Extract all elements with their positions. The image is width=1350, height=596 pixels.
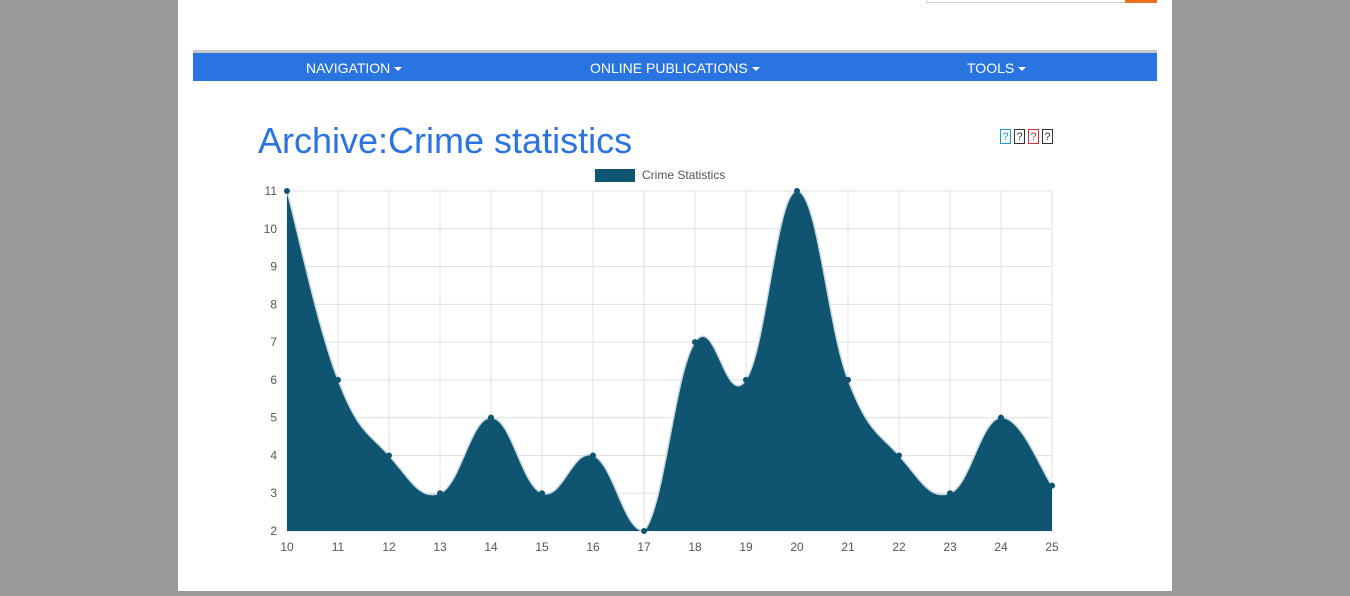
x-tick-label: 24 bbox=[994, 540, 1008, 554]
y-tick-label: 2 bbox=[270, 524, 277, 538]
x-tick-label: 22 bbox=[892, 540, 906, 554]
y-tick-label: 5 bbox=[270, 411, 277, 425]
x-tick-label: 25 bbox=[1045, 540, 1059, 554]
x-tick-label: 11 bbox=[332, 540, 345, 554]
data-point bbox=[335, 376, 341, 383]
nav-tools-dropdown[interactable]: TOOLS bbox=[967, 60, 1027, 76]
search-button[interactable] bbox=[1125, 0, 1157, 3]
y-tick-label: 10 bbox=[264, 222, 278, 236]
caret-down-icon bbox=[394, 67, 403, 72]
nav-tools-label: TOOLS bbox=[967, 60, 1015, 76]
page-title: Archive:Crime statistics bbox=[258, 120, 633, 161]
data-point bbox=[794, 188, 800, 194]
share-icon[interactable]: ? bbox=[1014, 129, 1025, 144]
legend-swatch bbox=[595, 169, 635, 182]
x-tick-label: 23 bbox=[943, 540, 957, 554]
nav-navigation-dropdown[interactable]: NAVIGATION bbox=[306, 60, 403, 76]
x-tick-label: 17 bbox=[637, 540, 651, 554]
y-tick-label: 8 bbox=[270, 297, 277, 311]
y-tick-label: 11 bbox=[265, 184, 278, 198]
data-point bbox=[947, 490, 953, 497]
data-point bbox=[896, 452, 902, 459]
y-tick-label: 6 bbox=[270, 373, 277, 387]
x-tick-label: 19 bbox=[739, 540, 753, 554]
share-icon[interactable]: ? bbox=[1028, 129, 1039, 144]
data-point bbox=[539, 490, 545, 497]
y-tick-label: 3 bbox=[270, 486, 277, 500]
series-line bbox=[286, 190, 1053, 532]
x-tick-label: 12 bbox=[382, 540, 396, 554]
nav-navigation-label: NAVIGATION bbox=[306, 60, 391, 76]
legend-label: Crime Statistics bbox=[642, 168, 725, 182]
data-point bbox=[437, 490, 443, 497]
share-icon[interactable]: ? bbox=[1042, 129, 1053, 144]
x-tick-label: 14 bbox=[484, 540, 498, 554]
x-tick-label: 15 bbox=[535, 540, 549, 554]
data-point bbox=[692, 339, 698, 346]
x-tick-label: 20 bbox=[790, 540, 804, 554]
x-tick-label: 21 bbox=[841, 540, 855, 554]
data-point bbox=[845, 376, 851, 383]
caret-down-icon bbox=[1018, 67, 1027, 72]
y-tick-label: 4 bbox=[270, 448, 277, 462]
main-navbar: NAVIGATION ONLINE PUBLICATIONS TOOLS bbox=[193, 50, 1157, 81]
data-point bbox=[998, 414, 1004, 421]
data-point bbox=[641, 528, 647, 534]
series-area bbox=[287, 191, 1052, 531]
data-point bbox=[743, 376, 749, 383]
nav-online-publications-label: ONLINE PUBLICATIONS bbox=[590, 60, 748, 76]
data-point bbox=[590, 452, 596, 459]
x-tick-label: 13 bbox=[433, 540, 447, 554]
share-icon[interactable]: ? bbox=[1000, 129, 1011, 144]
share-icons: ???? bbox=[1000, 127, 1056, 145]
x-tick-label: 16 bbox=[586, 540, 600, 554]
data-point bbox=[386, 452, 392, 459]
data-point bbox=[1049, 482, 1055, 489]
data-point bbox=[488, 414, 494, 421]
nav-online-publications-dropdown[interactable]: ONLINE PUBLICATIONS bbox=[590, 60, 760, 76]
y-tick-label: 9 bbox=[270, 260, 277, 274]
data-point bbox=[284, 188, 290, 194]
y-tick-label: 7 bbox=[270, 335, 277, 349]
caret-down-icon bbox=[751, 67, 760, 72]
x-tick-label: 18 bbox=[688, 540, 702, 554]
x-tick-label: 10 bbox=[280, 540, 294, 554]
